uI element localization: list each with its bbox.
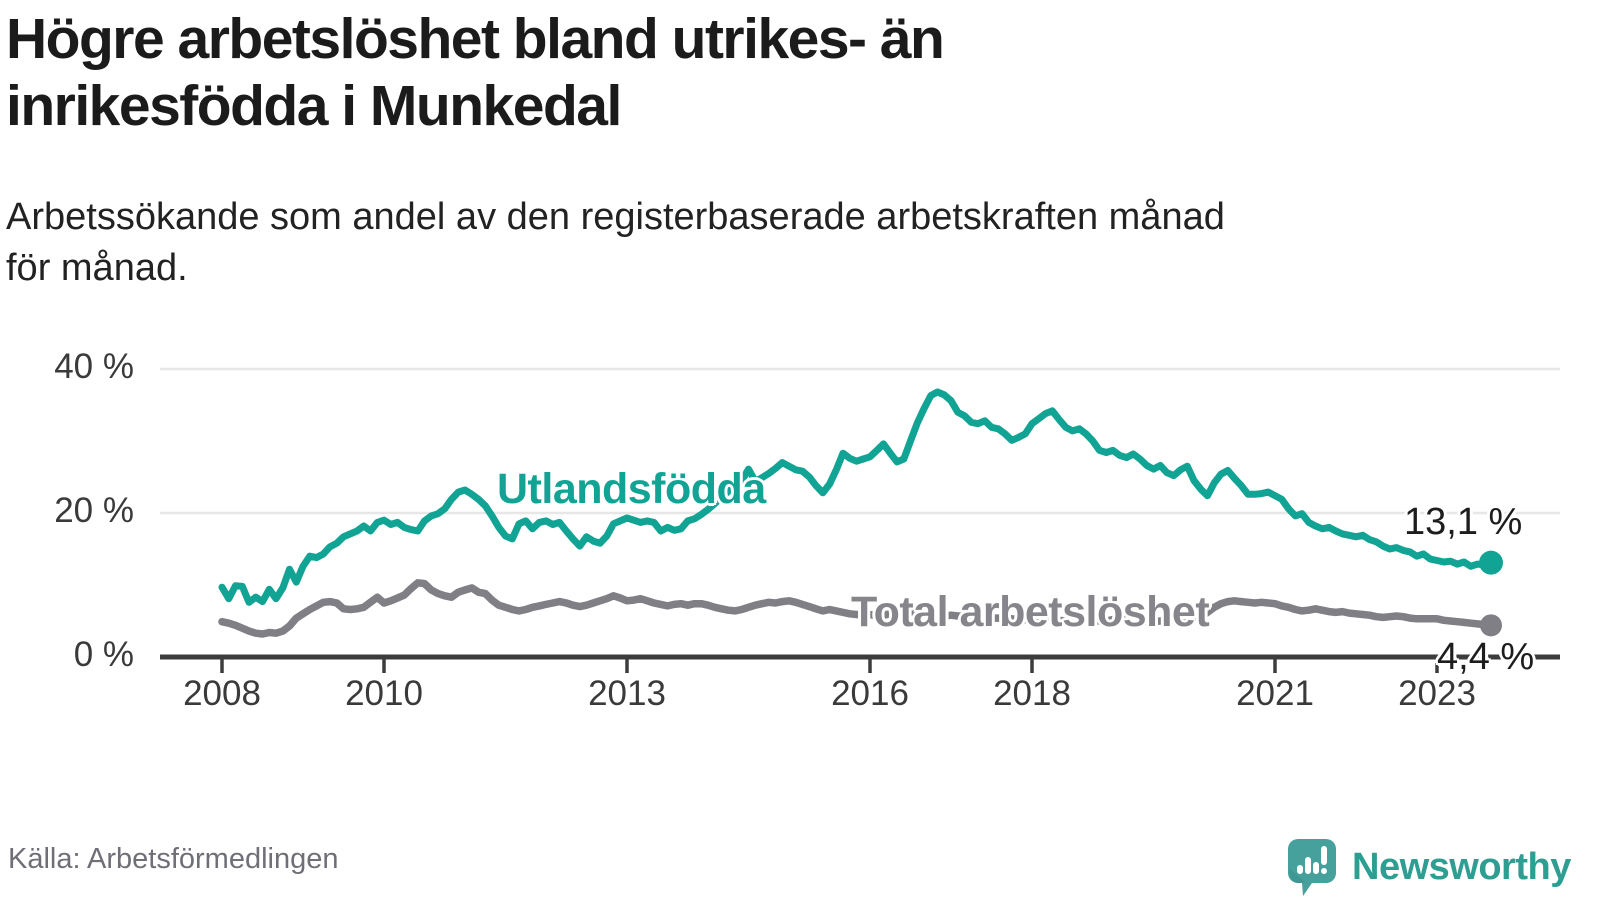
title-line-1: Högre arbetslöshet bland utrikes- än	[6, 7, 945, 71]
title-line-2: inrikesfödda i Munkedal	[6, 74, 622, 139]
end-value-label-total: 4,4 %	[1437, 636, 1535, 678]
x-axis-label-2023: 2023	[1398, 674, 1476, 713]
x-axis-label-2016: 2016	[831, 674, 909, 713]
x-axis-label-2018: 2018	[993, 674, 1071, 713]
x-axis-label-2008: 2008	[183, 674, 261, 713]
series-label-total-arbetsloshet: Total arbetslöshet	[851, 588, 1210, 636]
x-axis-label-2021: 2021	[1236, 674, 1314, 713]
logo-exclamation-stem	[1321, 846, 1327, 865]
chart-subtitle: Arbetssökande som andel av den registerb…	[6, 192, 1586, 293]
logo-bubble	[1288, 839, 1336, 896]
y-axis-label-20: 20 %	[54, 491, 134, 530]
newsworthy-logo-icon	[1288, 839, 1340, 899]
series-endpoint-dot-utlandsfodda	[1479, 550, 1503, 575]
source-text: Källa: Arbetsförmedlingen	[8, 843, 339, 875]
series-layer	[218, 388, 1503, 638]
series-endpoint-dot-total	[1480, 614, 1502, 637]
newsworthy-wordmark: Newsworthy	[1352, 846, 1571, 888]
logo-exclamation-dot	[1321, 868, 1327, 874]
logo-shade	[1290, 869, 1306, 883]
gridlines	[160, 367, 1560, 515]
logo-bar-1	[1297, 865, 1303, 874]
end-value-label-utlandsfodda: 13,1 %	[1404, 501, 1523, 543]
x-axis-label-2013: 2013	[588, 674, 666, 713]
logo-bar-3	[1313, 862, 1319, 874]
y-axis-label-40: 40 %	[54, 347, 134, 386]
page-title: Högre arbetslöshet bland utrikes- än inr…	[6, 6, 1566, 141]
subtitle-line-1: Arbetssökande som andel av den registerb…	[6, 196, 1225, 238]
x-axis-label-2010: 2010	[345, 674, 423, 713]
series-line-total	[218, 579, 1495, 638]
series-label-utlandsfodda: Utlandsfödda	[497, 465, 766, 513]
y-axis-label-0: 0 %	[73, 635, 134, 674]
subtitle-line-2: för månad.	[6, 246, 188, 289]
series-line-utlandsfodda	[218, 388, 1495, 606]
x-axis	[160, 654, 1560, 673]
logo-bar-2	[1305, 857, 1311, 874]
